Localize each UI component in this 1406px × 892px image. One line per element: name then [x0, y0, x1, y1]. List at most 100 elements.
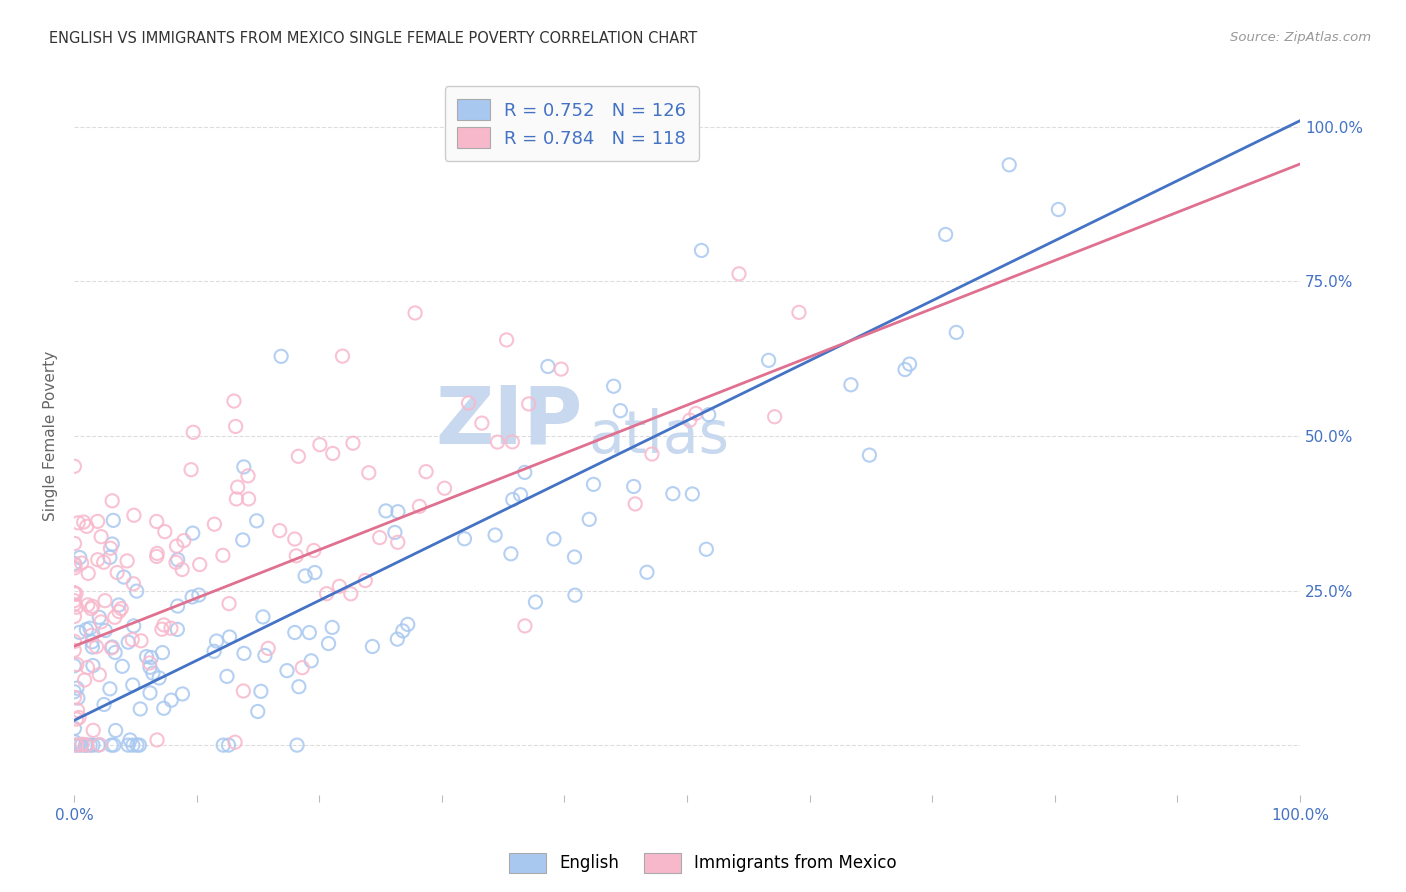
Point	[69, 550, 91, 565]
Point	[67, 738, 90, 752]
Point	[65, 600, 87, 615]
Point	[173, 533, 195, 548]
Point	[101, 493, 124, 508]
Point	[609, 403, 631, 417]
Point	[299, 654, 322, 668]
Point	[153, 524, 176, 539]
Point	[304, 566, 326, 580]
Point	[89, 738, 111, 752]
Point	[537, 359, 560, 374]
Point	[142, 666, 165, 681]
Point	[284, 625, 307, 640]
Point	[361, 640, 384, 654]
Point	[218, 738, 240, 752]
Point	[63, 586, 86, 600]
Point	[270, 349, 292, 363]
Point	[86, 640, 108, 654]
Point	[128, 738, 150, 752]
Point	[172, 687, 194, 701]
Point	[387, 505, 409, 519]
Point	[152, 701, 174, 715]
Point	[484, 528, 506, 542]
Point	[509, 488, 531, 502]
Point	[218, 597, 240, 611]
Point	[63, 690, 86, 705]
Point	[285, 549, 308, 563]
Point	[75, 738, 97, 752]
Point	[578, 512, 600, 526]
Point	[215, 669, 238, 683]
Text: Source: ZipAtlas.com: Source: ZipAtlas.com	[1230, 31, 1371, 45]
Point	[121, 678, 143, 692]
Point	[82, 640, 104, 654]
Point	[87, 552, 110, 566]
Point	[72, 515, 94, 529]
Point	[63, 598, 86, 612]
Point	[257, 641, 280, 656]
Point	[354, 574, 377, 588]
Point	[166, 552, 188, 566]
Point	[89, 610, 111, 624]
Point	[77, 566, 100, 581]
Point	[387, 535, 409, 549]
Point	[63, 560, 86, 574]
Point	[636, 566, 658, 580]
Point	[513, 619, 536, 633]
Point	[63, 585, 86, 599]
Text: atlas: atlas	[589, 408, 730, 465]
Point	[100, 640, 122, 655]
Point	[391, 624, 413, 638]
Point	[146, 546, 169, 560]
Point	[73, 673, 96, 687]
Point	[76, 660, 98, 674]
Point	[63, 685, 86, 699]
Point	[90, 615, 112, 629]
Text: ZIP: ZIP	[436, 383, 583, 460]
Point	[453, 532, 475, 546]
Point	[75, 738, 97, 752]
Point	[129, 633, 152, 648]
Point	[148, 671, 170, 685]
Point	[93, 698, 115, 712]
Point	[291, 661, 314, 675]
Point	[153, 618, 176, 632]
Point	[181, 590, 204, 604]
Point	[87, 738, 110, 752]
Point	[202, 517, 225, 532]
Point	[63, 735, 86, 749]
Point	[404, 306, 426, 320]
Point	[495, 333, 517, 347]
Point	[117, 635, 139, 649]
Point	[408, 500, 430, 514]
Point	[138, 656, 160, 670]
Point	[246, 514, 269, 528]
Point	[108, 605, 131, 619]
Point	[67, 625, 90, 640]
Point	[166, 539, 188, 553]
Text: ENGLISH VS IMMIGRANTS FROM MEXICO SINGLE FEMALE POVERTY CORRELATION CHART: ENGLISH VS IMMIGRANTS FROM MEXICO SINGLE…	[49, 31, 697, 46]
Legend: English, Immigrants from Mexico: English, Immigrants from Mexico	[502, 847, 904, 880]
Point	[63, 722, 86, 736]
Point	[75, 623, 97, 637]
Point	[104, 723, 127, 738]
Legend: R = 0.752   N = 126, R = 0.784   N = 118: R = 0.752 N = 126, R = 0.784 N = 118	[444, 87, 699, 161]
Point	[502, 492, 524, 507]
Point	[285, 738, 308, 752]
Point	[415, 465, 437, 479]
Point	[322, 446, 344, 460]
Point	[524, 595, 547, 609]
Point	[66, 703, 89, 717]
Point	[115, 554, 138, 568]
Point	[82, 738, 104, 752]
Point	[67, 516, 90, 530]
Point	[695, 542, 717, 557]
Point	[104, 645, 127, 659]
Point	[145, 549, 167, 564]
Point	[340, 587, 363, 601]
Point	[641, 447, 664, 461]
Point	[232, 533, 254, 547]
Point	[517, 397, 540, 411]
Point	[236, 468, 259, 483]
Point	[758, 353, 780, 368]
Point	[187, 588, 209, 602]
